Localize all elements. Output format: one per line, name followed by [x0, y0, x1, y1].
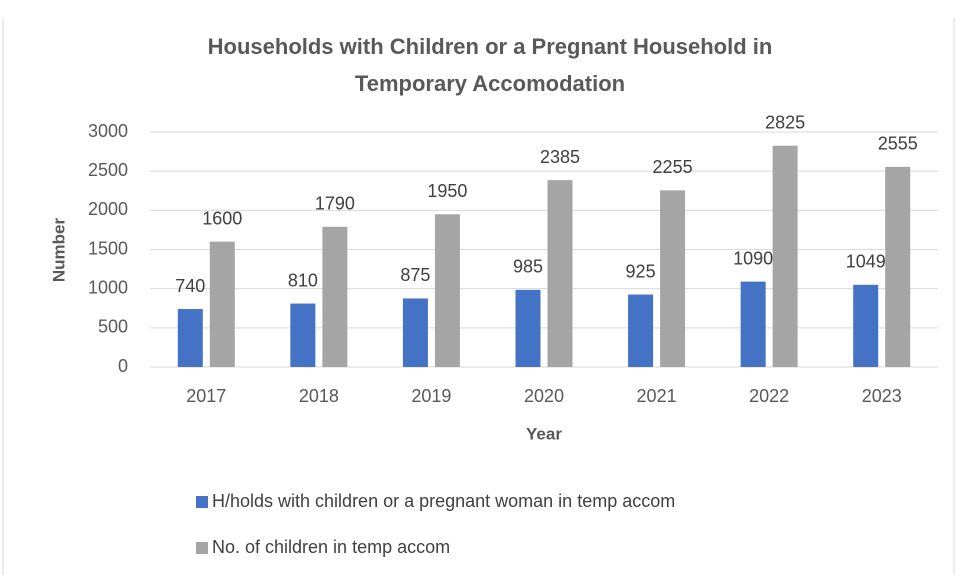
data-label: 2255	[653, 157, 693, 177]
bar	[660, 190, 686, 367]
data-label: 1950	[427, 181, 467, 201]
data-label: 875	[400, 265, 430, 285]
data-label: 2825	[765, 112, 805, 132]
data-label: 2555	[878, 134, 918, 154]
data-label: 810	[288, 270, 318, 290]
bar	[547, 180, 573, 367]
legend-label: No. of children in temp accom	[212, 537, 450, 557]
data-label: 1600	[202, 208, 242, 228]
bar	[772, 145, 798, 367]
bar	[209, 241, 235, 367]
x-axis-title: Year	[526, 424, 562, 443]
legend-label: H/holds with children or a pregnant woma…	[212, 491, 675, 511]
data-label: 1790	[315, 194, 355, 214]
x-tick-label: 2023	[862, 386, 902, 406]
x-tick-label: 2020	[524, 386, 564, 406]
y-tick-label: 0	[118, 356, 128, 376]
y-tick-label: 3000	[88, 121, 128, 141]
bar	[740, 281, 766, 367]
bar	[628, 294, 654, 367]
bar	[177, 309, 203, 367]
legend-swatch	[196, 496, 208, 508]
chart-title: Households with Children or a Pregnant H…	[208, 34, 773, 59]
bar	[290, 303, 316, 367]
x-tick-label: 2017	[186, 386, 226, 406]
bar	[434, 214, 460, 367]
data-label: 985	[513, 257, 543, 277]
x-tick-label: 2018	[299, 386, 339, 406]
bar	[853, 284, 879, 367]
x-tick-label: 2019	[411, 386, 451, 406]
x-tick-label: 2021	[637, 386, 677, 406]
x-tick-label: 2022	[749, 386, 789, 406]
y-axis-title: Number	[49, 218, 68, 283]
data-label: 1049	[846, 252, 886, 272]
y-tick-label: 500	[98, 317, 128, 337]
data-label: 740	[175, 276, 205, 296]
data-label: 925	[626, 261, 656, 281]
legend-swatch	[196, 542, 208, 554]
y-tick-label: 1500	[88, 238, 128, 258]
data-label: 1090	[733, 248, 773, 268]
bar	[515, 289, 541, 367]
y-tick-label: 2000	[88, 199, 128, 219]
bar	[885, 166, 911, 367]
y-tick-label: 2500	[88, 160, 128, 180]
bar	[322, 226, 348, 367]
bar	[402, 298, 428, 367]
chart-title: Temporary Accomodation	[355, 71, 625, 96]
data-label: 2385	[540, 147, 580, 167]
y-tick-label: 1000	[88, 277, 128, 297]
